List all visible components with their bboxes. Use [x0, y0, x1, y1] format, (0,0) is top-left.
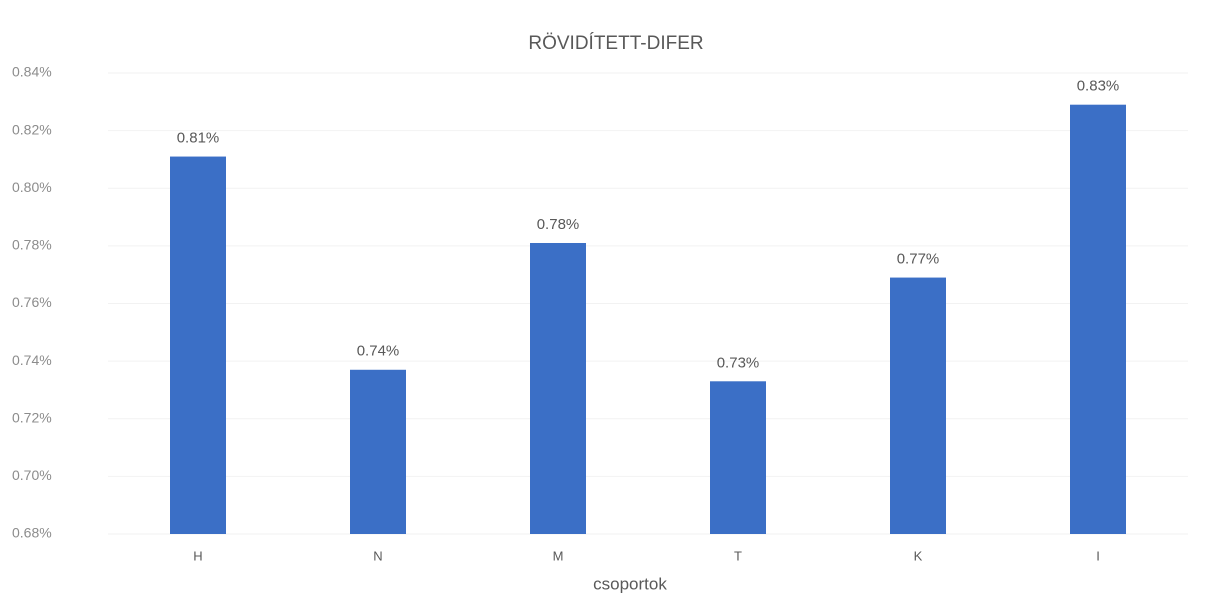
data-label: 0.78% [537, 216, 580, 233]
x-tick-label: M [553, 548, 564, 563]
data-label: 0.81% [177, 130, 220, 147]
data-label: 0.77% [897, 251, 940, 268]
bar [890, 277, 946, 534]
y-tick-label: 0.70% [12, 467, 52, 483]
x-tick-label: N [373, 548, 382, 563]
y-tick-label: 0.82% [12, 121, 52, 137]
y-tick-label: 0.72% [12, 409, 52, 425]
x-tick-label: H [193, 548, 202, 563]
y-tick-label: 0.80% [12, 179, 52, 195]
x-tick-label: I [1096, 548, 1100, 563]
y-tick-label: 0.68% [12, 525, 52, 541]
x-tick-label: T [734, 548, 742, 563]
data-label: 0.74% [357, 343, 400, 360]
bar [350, 369, 406, 534]
bar [1070, 104, 1126, 534]
chart-title: RÖVIDÍTETT-DIFER [528, 33, 703, 54]
data-label: 0.83% [1077, 78, 1120, 95]
y-tick-label: 0.74% [12, 352, 52, 368]
y-tick-label: 0.78% [12, 237, 52, 253]
y-tick-label: 0.76% [12, 294, 52, 310]
data-label: 0.73% [717, 354, 760, 371]
x-tick-label: K [914, 548, 923, 563]
bar [710, 381, 766, 534]
y-tick-label: 0.84% [12, 64, 52, 80]
x-axis-label: csoportok [593, 574, 667, 593]
bar [170, 156, 226, 534]
bar [530, 242, 586, 534]
